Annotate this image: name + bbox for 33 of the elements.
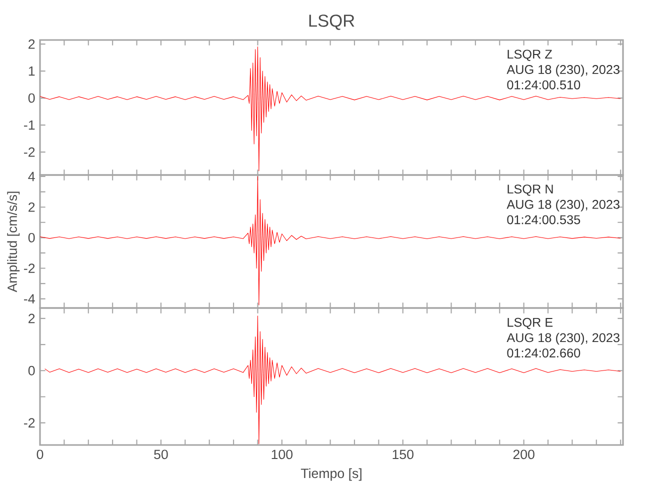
x-tick-label: 0 [36,450,44,460]
line-series [40,176,621,306]
x-axis-title: Tiempo [s] [300,468,362,481]
y-tick-label: -2 [24,418,35,428]
y-tick-label: 2 [28,314,35,324]
x-tick-label: 150 [392,450,414,460]
y-tick-label: -1 [24,120,35,130]
y-axis-title: Amplitud [cm/s/s] [7,192,20,292]
annotation: 01:24:00.510 [507,80,580,90]
annotation: 01:24:00.535 [507,215,580,224]
annotation: 01:24:02.660 [507,348,580,358]
y-tick-label: 0 [28,232,35,242]
annotation: AUG 18 (230), 2023 [506,200,620,212]
y-tick-label: 2 [28,39,35,49]
line-series [40,46,621,172]
y-tick-label: -4 [24,294,35,304]
x-tick-label: 100 [272,450,293,460]
annotation: LSQR Z [508,50,552,61]
y-tick-label: 1 [28,66,35,76]
line-series [44,316,621,444]
annotation: LSQR N [508,184,553,196]
annotation: AUG 18 (230), 2023 [506,64,620,77]
y-tick-label: 0 [28,366,35,376]
annotation: AUG 18 (230), 2023 [506,332,620,345]
x-tick-label: 200 [513,450,534,460]
y-tick-label: -2 [24,264,35,273]
y-tick-label: -2 [24,147,35,157]
chart-title: LSQR [309,14,354,30]
y-tick-label: 4 [28,172,35,182]
y-tick-label: 0 [28,93,35,103]
x-tick-label: 50 [154,450,168,460]
y-tick-label: 2 [28,202,35,212]
annotation: LSQR E [508,318,553,330]
